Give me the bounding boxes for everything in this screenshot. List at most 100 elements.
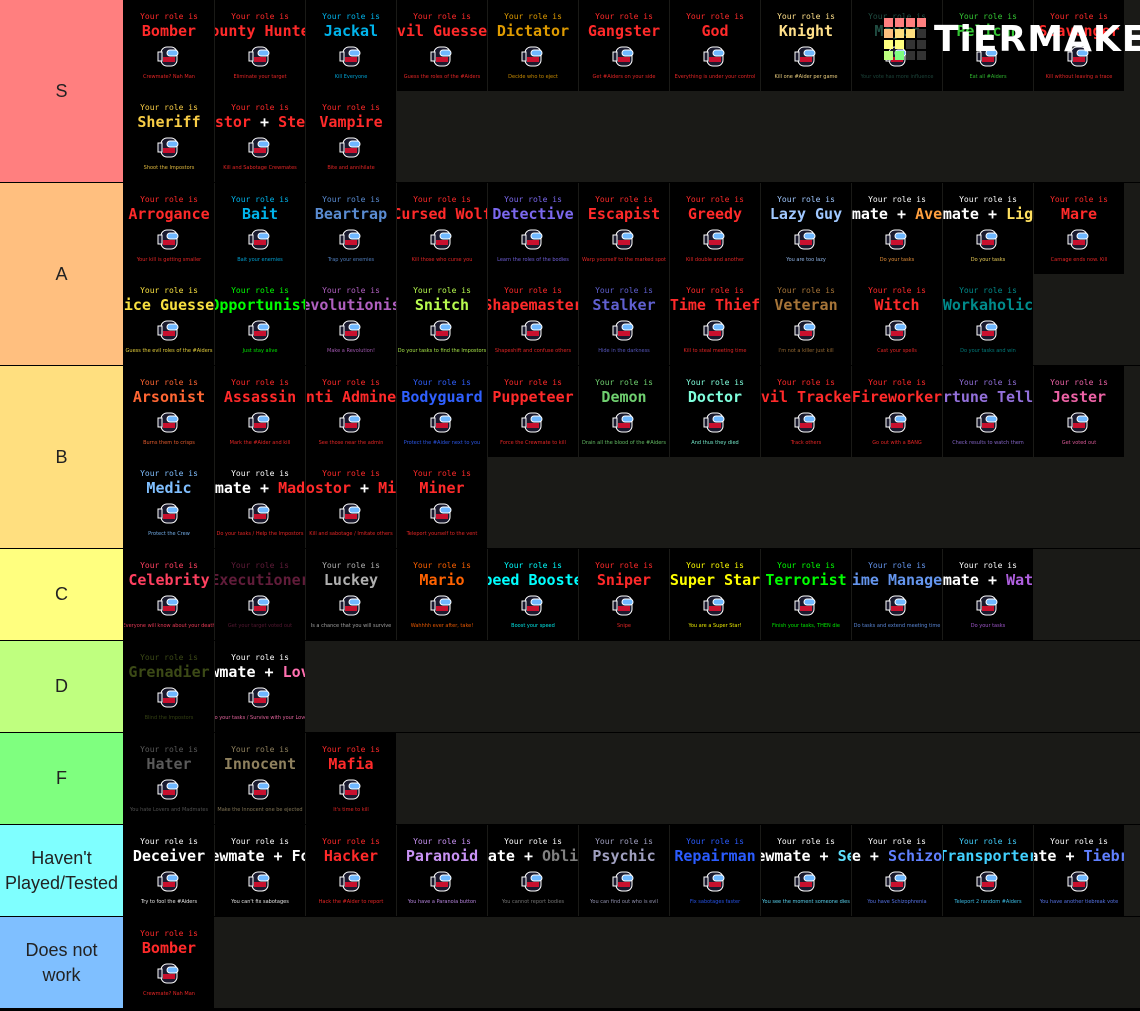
role-prefix: Your role is: [413, 12, 471, 21]
role-name-part: Deceiver: [132, 847, 206, 865]
role-card: Your role is Veteran I'm not a killer just…: [761, 274, 851, 365]
role-card: Your role is Medic Protect the Crew: [124, 457, 214, 548]
role-name-part: Crewmate: [852, 205, 888, 223]
role-card: Your role isEvil Guesser Guess the roles …: [397, 0, 487, 91]
crewmate-icon: [248, 320, 270, 341]
crewmate-icon: [157, 46, 179, 67]
role-description: Hide in the darkness: [598, 348, 650, 354]
role-name-part: +: [810, 847, 838, 865]
role-card: Your role isCrewmate + Fool You can't fix…: [215, 825, 305, 916]
role-description: Kill and Sabotage Crewmates: [223, 165, 297, 171]
role-name: Bomber: [124, 22, 214, 40]
role-prefix: Your role is: [777, 195, 835, 204]
role-description: You hate Lovers and Madmates: [129, 807, 209, 813]
role-name: Crewmate + Fool: [215, 847, 305, 865]
role-description: Bite and annihilate: [327, 165, 375, 171]
role-card: Your role is Escapist Warp yourself to the…: [579, 183, 669, 274]
role-description: It's time to kill: [333, 807, 369, 813]
role-description: Kill those who curse you: [411, 257, 473, 263]
role-name-part: Cursed Wolf: [397, 205, 487, 223]
crewmate-icon: [157, 412, 179, 433]
role-name-part: Crewmate: [761, 847, 811, 865]
role-description: Decide who to eject: [508, 74, 558, 80]
role-name: Detective: [488, 205, 578, 223]
crewmate-icon: [521, 229, 543, 250]
role-name-part: Puppeteer: [492, 388, 574, 406]
role-prefix: Your role is: [231, 103, 289, 112]
role-prefix: Your role is: [504, 378, 562, 387]
role-card: Your role is Executioner Get your target v…: [215, 549, 305, 640]
role-card: Your role is Opportunist Just stay alive: [215, 274, 305, 365]
crewmate-icon: [248, 595, 270, 616]
role-name-part: Snitch: [414, 296, 470, 314]
role-name: Stalker: [579, 296, 669, 314]
role-card: Your role isCrewmate + Oblivious You cann…: [488, 825, 578, 916]
crewmate-icon: [157, 595, 179, 616]
role-name-part: Hater: [146, 755, 192, 773]
role-description: Everyone will know about your death: [124, 623, 214, 629]
role-name: Mare: [1034, 205, 1124, 223]
role-name-part: Medic: [146, 479, 192, 497]
role-prefix: Your role is: [322, 745, 380, 754]
role-name-part: Impostor: [306, 479, 351, 497]
role-name: Cursed Wolf: [397, 205, 487, 223]
role-card: Your role is Deceiver Try to fool the #Aid…: [124, 825, 214, 916]
role-name-part: Veteran: [774, 296, 838, 314]
role-name-part: Transporter: [943, 847, 1033, 865]
role-card: Your role is Shapemaster Shapeshift and co…: [488, 274, 578, 365]
role-name: Anti Adminer: [306, 388, 396, 406]
role-description: Do tasks and extend meeting time: [853, 623, 941, 629]
role-name-part: Time Thief: [670, 296, 760, 314]
crewmate-icon: [1067, 871, 1089, 892]
role-card: Your role isNice Guesser Guess the evil r…: [124, 274, 214, 365]
role-prefix: Your role is: [959, 195, 1017, 204]
crewmate-icon: [1067, 412, 1089, 433]
role-card: Your role is Celebrity Everyone will know …: [124, 549, 214, 640]
crewmate-icon: [794, 320, 816, 341]
role-name-part: +: [860, 847, 888, 865]
tier-row: Haven't Played/Tested Your role is Deceive…: [0, 825, 1140, 917]
crewmate-icon: [157, 229, 179, 250]
role-name-part: Hacker: [323, 847, 379, 865]
crewmate-icon: [248, 46, 270, 67]
crewmate-icon: [885, 595, 907, 616]
role-name-part: Psychic: [592, 847, 656, 865]
role-card: Your role is Scavenger Kill without leavin…: [1034, 0, 1124, 91]
role-name-part: God: [701, 22, 729, 40]
crewmate-icon: [703, 412, 725, 433]
role-description: Everything is under your control: [674, 74, 756, 80]
role-card: Your role is Lazy Guy You are too lazy: [761, 183, 851, 274]
role-prefix: Your role is: [686, 286, 744, 295]
role-card: Your role isImpostor + Stealer Kill and S…: [215, 91, 305, 182]
role-card: Your role is Hacker Hack the #Aider to rep…: [306, 825, 396, 916]
role-card: Your role isSpeed Booster Boost your spee…: [488, 549, 578, 640]
role-name: Jackal: [306, 22, 396, 40]
role-description: Your vote has more influence: [860, 74, 934, 80]
role-name: Psychic: [579, 847, 669, 865]
crewmate-icon: [521, 320, 543, 341]
role-name: Vampire: [306, 113, 396, 131]
role-description: You are too lazy: [786, 257, 826, 263]
role-description: Do your tasks to find the Impostors: [397, 348, 487, 354]
role-prefix: Your role is: [1050, 195, 1108, 204]
role-card: Your role is Terrorist Finish your tasks, …: [761, 549, 851, 640]
role-name-part: Avenger: [915, 205, 942, 223]
role-prefix: Your role is: [140, 561, 198, 570]
role-description: Your kill is getting smaller: [136, 257, 202, 263]
role-name-part: Crewmate: [215, 847, 265, 865]
crewmate-icon: [430, 595, 452, 616]
role-description: Do your tasks and win: [960, 348, 1016, 354]
role-prefix: Your role is: [140, 12, 198, 21]
role-prefix: Your role is: [868, 837, 926, 846]
role-prefix: Your role is: [140, 653, 198, 662]
role-prefix: Your role is: [959, 837, 1017, 846]
crewmate-icon: [612, 871, 634, 892]
role-name: Knight: [761, 22, 851, 40]
role-name-part: +: [1056, 847, 1084, 865]
role-description: You can find out who is evil: [590, 899, 658, 905]
role-card: Your role is Mafia It's time to kill: [306, 733, 396, 824]
crewmate-icon: [976, 229, 998, 250]
crewmate-icon: [703, 320, 725, 341]
tier-items: Your role is Bomber Crewmate? Nah Man Your …: [124, 0, 1140, 182]
tier-label: C: [0, 549, 124, 640]
